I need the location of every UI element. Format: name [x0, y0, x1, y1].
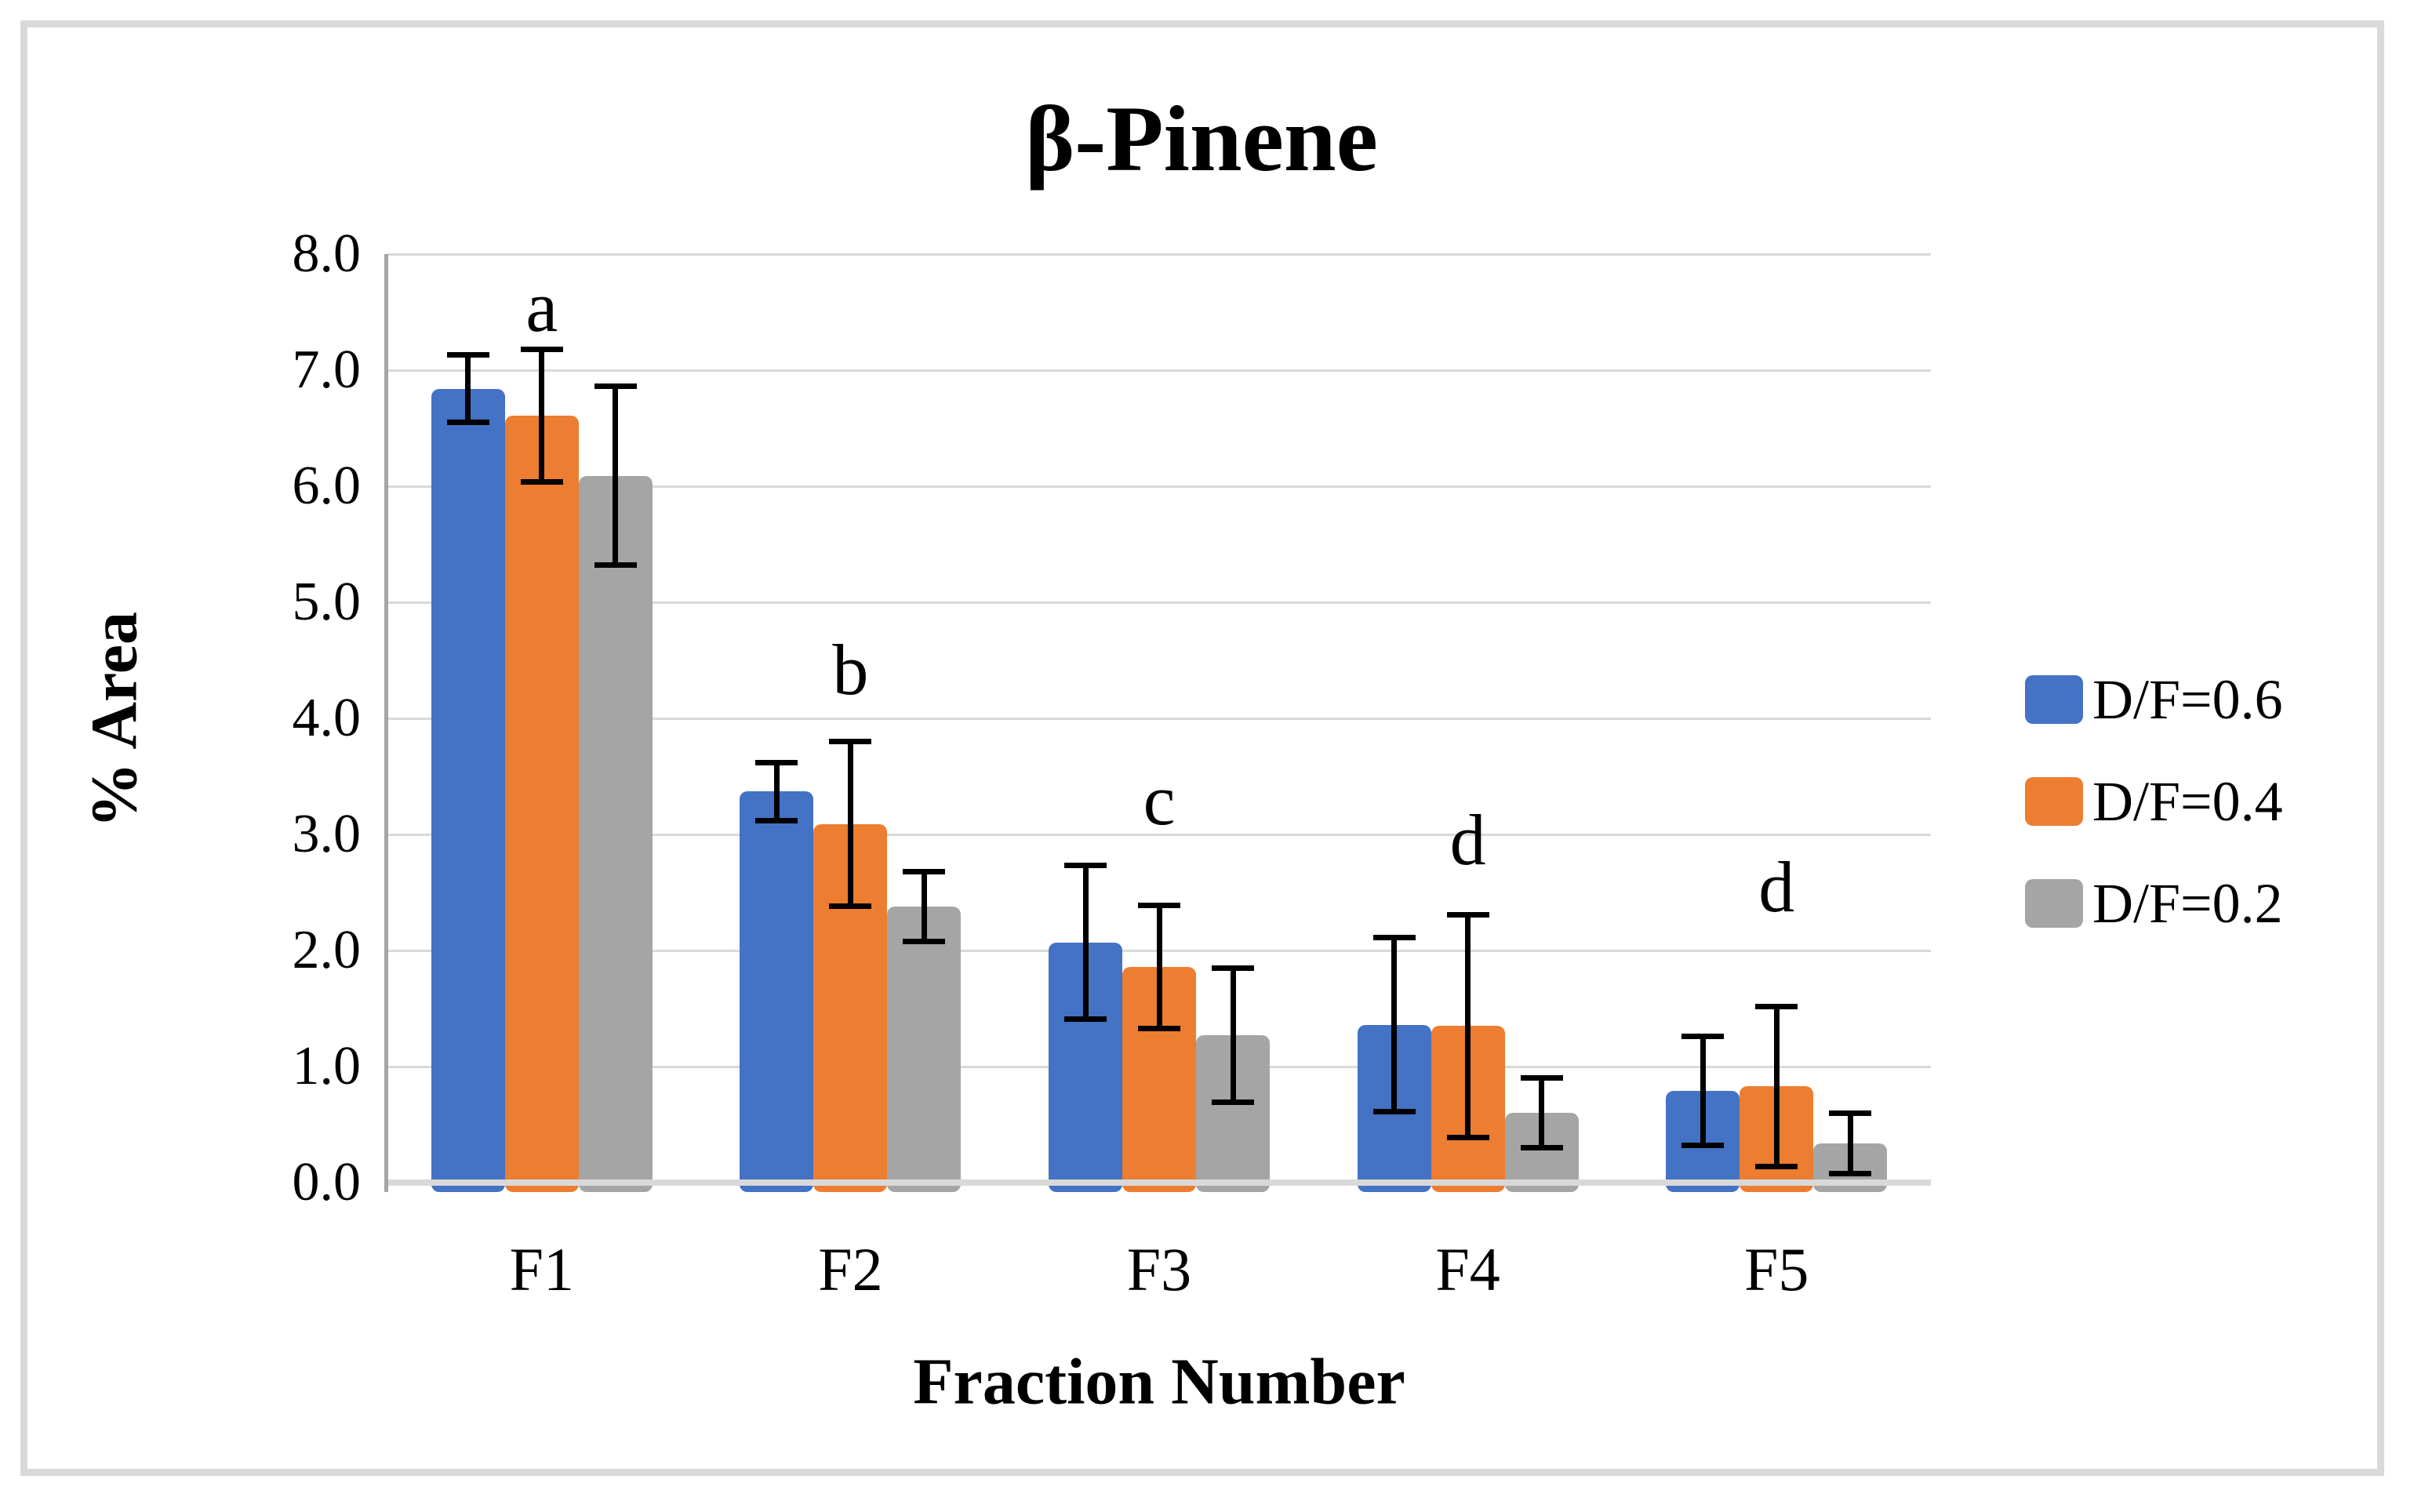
- x-axis-category-label: F1: [509, 1235, 574, 1303]
- error-bar-cap-top-F2-D/F=0.6: [755, 759, 798, 765]
- error-bar-stem-F1-D/F=0.4: [539, 349, 545, 482]
- error-bar-stem-F2-D/F=0.6: [773, 762, 780, 821]
- annotation-letter-F2: b: [832, 629, 869, 710]
- bar-F1-D/F=0.2: [578, 475, 653, 1192]
- error-bar-cap-bottom-F3-D/F=0.6: [1064, 1016, 1107, 1022]
- x-axis-baseline: [387, 1179, 1931, 1186]
- gridline: [387, 253, 1931, 256]
- chart-title: β-Pinene: [1025, 86, 1378, 191]
- error-bar-cap-top-F1-D/F=0.2: [594, 383, 637, 390]
- legend-label: D/F=0.4: [2092, 770, 2283, 833]
- error-bar-cap-bottom-F5-D/F=0.6: [1681, 1143, 1725, 1149]
- gridline: [387, 601, 1931, 604]
- error-bar-cap-bottom-F2-D/F=0.2: [903, 938, 946, 944]
- bar-F2-D/F=0.2: [887, 906, 962, 1192]
- bar-F1-D/F=0.4: [504, 415, 579, 1192]
- legend-label: D/F=0.2: [2092, 872, 2283, 935]
- y-axis-title: % Area: [78, 611, 151, 829]
- error-bar-stem-F1-D/F=0.2: [613, 386, 619, 565]
- error-bar-stem-F2-D/F=0.4: [847, 741, 853, 907]
- error-bar-stem-F5-D/F=0.6: [1700, 1036, 1706, 1146]
- error-bar-stem-F3-D/F=0.4: [1156, 905, 1162, 1029]
- error-bar-stem-F5-D/F=0.2: [1847, 1113, 1853, 1174]
- plot-area: F1 F2 F3 F4 F5 a b c d d: [384, 253, 1931, 1300]
- legend-item-df-0-2: D/F=0.2: [2025, 872, 2283, 935]
- figure-border: [20, 20, 2384, 1476]
- error-bar-cap-top-F1-D/F=0.6: [446, 352, 489, 358]
- error-bar-cap-top-F1-D/F=0.4: [520, 346, 563, 352]
- annotation-letter-F1: a: [525, 266, 558, 347]
- y-axis-tick-label: 5.0: [292, 572, 362, 632]
- legend-item-df-0-4: D/F=0.4: [2025, 770, 2283, 833]
- error-bar-cap-bottom-F4-D/F=0.4: [1446, 1134, 1489, 1140]
- y-axis-line: [384, 254, 388, 1192]
- error-bar-stem-F5-D/F=0.4: [1773, 1006, 1780, 1167]
- gridline: [387, 369, 1931, 372]
- error-bar-cap-bottom-F1-D/F=0.2: [594, 562, 637, 569]
- y-axis-tick-label: 1.0: [292, 1036, 362, 1096]
- error-bar-cap-bottom-F4-D/F=0.6: [1372, 1109, 1416, 1115]
- y-axis-tick-label: 3.0: [292, 804, 362, 864]
- error-bar-stem-F2-D/F=0.2: [921, 871, 927, 942]
- legend-swatch-df-0-4-icon: [2025, 777, 2083, 826]
- annotation-letter-F3: c: [1143, 759, 1176, 840]
- error-bar-cap-top-F5-D/F=0.2: [1829, 1110, 1872, 1116]
- error-bar-cap-top-F3-D/F=0.6: [1064, 863, 1107, 869]
- bar-F2-D/F=0.6: [740, 791, 814, 1192]
- error-bar-cap-top-F3-D/F=0.4: [1138, 902, 1180, 908]
- error-bar-cap-top-F4-D/F=0.4: [1446, 911, 1489, 918]
- error-bar-cap-bottom-F5-D/F=0.4: [1755, 1163, 1798, 1169]
- error-bar-stem-F4-D/F=0.6: [1391, 937, 1398, 1112]
- bar-F1-D/F=0.6: [431, 388, 505, 1192]
- error-bar-stem-F3-D/F=0.2: [1230, 968, 1236, 1103]
- error-bar-cap-top-F2-D/F=0.2: [903, 868, 946, 874]
- error-bar-cap-bottom-F2-D/F=0.6: [755, 817, 798, 823]
- legend-label: D/F=0.6: [2092, 668, 2283, 731]
- error-bar-cap-bottom-F2-D/F=0.4: [829, 903, 872, 910]
- error-bar-cap-top-F3-D/F=0.2: [1212, 965, 1254, 971]
- x-axis-category-label: F5: [1743, 1235, 1809, 1303]
- legend-swatch-df-0-2-icon: [2025, 879, 2083, 928]
- error-bar-cap-top-F2-D/F=0.4: [829, 739, 872, 745]
- error-bar-stem-F3-D/F=0.6: [1082, 865, 1089, 1020]
- gridline: [387, 717, 1931, 720]
- x-axis-category-label: F4: [1435, 1235, 1500, 1303]
- gridline: [387, 833, 1931, 836]
- y-axis-tick-labels: 0.0 1.0 2.0 3.0 4.0 5.0 6.0 7.0 8.0: [180, 227, 362, 1210]
- y-axis-tick-label: 7.0: [292, 340, 362, 400]
- y-axis-tick-label: 0.0: [292, 1152, 362, 1212]
- error-bar-cap-bottom-F3-D/F=0.4: [1138, 1025, 1180, 1031]
- gridline: [387, 485, 1931, 488]
- error-bar-cap-bottom-F5-D/F=0.2: [1829, 1170, 1872, 1176]
- error-bar-cap-top-F5-D/F=0.6: [1681, 1034, 1725, 1040]
- error-bar-cap-bottom-F1-D/F=0.6: [446, 420, 489, 426]
- error-bar-cap-bottom-F4-D/F=0.2: [1520, 1145, 1563, 1151]
- x-axis-category-label: F2: [818, 1235, 883, 1303]
- error-bar-cap-top-F4-D/F=0.2: [1520, 1075, 1563, 1081]
- error-bar-stem-F4-D/F=0.4: [1465, 914, 1471, 1138]
- legend-swatch-df-0-6-icon: [2025, 675, 2083, 724]
- y-axis-tick-label: 2.0: [292, 920, 362, 980]
- error-bar-cap-bottom-F1-D/F=0.4: [520, 478, 563, 485]
- error-bar-cap-top-F4-D/F=0.6: [1372, 935, 1416, 941]
- annotation-letter-F5: d: [1758, 846, 1795, 927]
- x-axis-title: Fraction Number: [913, 1345, 1405, 1419]
- annotation-letter-F4: d: [1449, 800, 1486, 881]
- legend-item-df-0-6: D/F=0.6: [2025, 668, 2283, 731]
- error-bar-cap-top-F5-D/F=0.4: [1755, 1003, 1798, 1009]
- error-bar-stem-F4-D/F=0.2: [1539, 1078, 1545, 1148]
- error-bar-stem-F1-D/F=0.6: [465, 354, 471, 423]
- y-axis-tick-label: 4.0: [292, 688, 362, 748]
- y-axis-tick-label: 8.0: [292, 224, 362, 284]
- x-axis-category-label: F3: [1126, 1235, 1192, 1303]
- error-bar-cap-bottom-F3-D/F=0.2: [1212, 1099, 1254, 1106]
- y-axis-tick-label: 6.0: [292, 456, 362, 516]
